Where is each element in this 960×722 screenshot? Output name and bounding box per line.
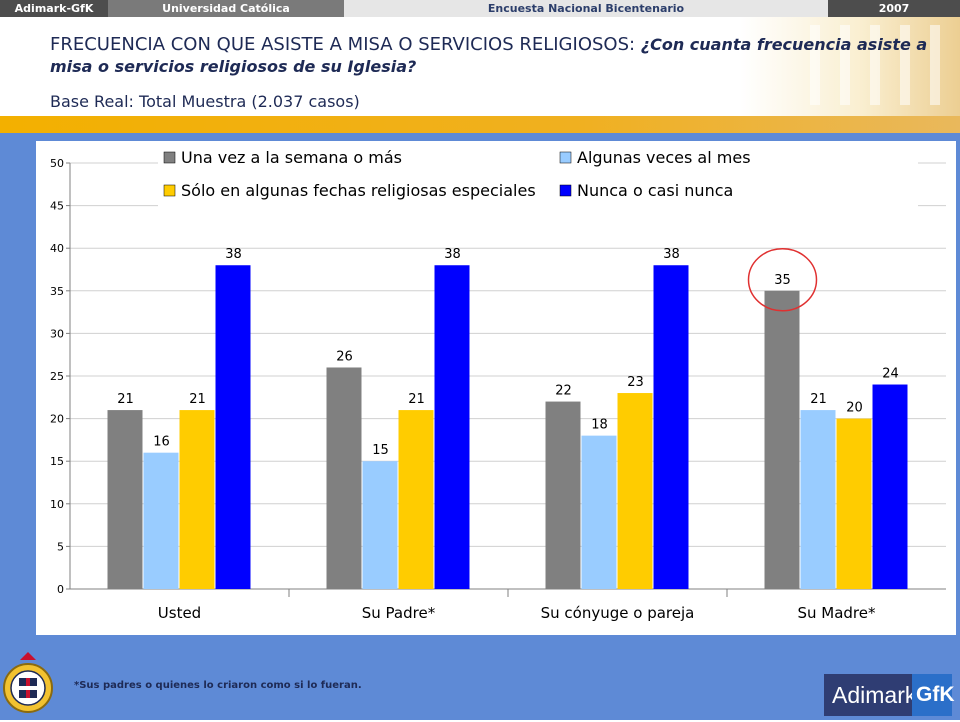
logo-gfk-text: GfK [916, 683, 955, 706]
legend-swatch [163, 184, 176, 197]
university-seal-logo [2, 650, 54, 718]
bar [215, 265, 251, 589]
category-label: Su Madre* [797, 604, 876, 622]
legend-swatch [559, 184, 572, 197]
title-question: ¿Con cuanta frecuencia asiste a misa o s… [50, 35, 928, 76]
legend-swatch [559, 151, 572, 164]
data-label: 23 [627, 375, 644, 390]
legend-label: Nunca o casi nunca [577, 181, 733, 200]
bar [764, 290, 800, 589]
title-main: FRECUENCIA CON QUE ASISTE A MISA O SERVI… [50, 34, 641, 55]
chart-panel: 0 5 10 15 20 25 30 35 40 45 50 21 16 21 38 Usted 26 15 21 3… [36, 141, 956, 635]
y-tick-label: 5 [57, 540, 64, 553]
data-label: 38 [663, 247, 680, 262]
brand-label: Adimark-GfK [0, 0, 108, 17]
y-tick-label: 25 [50, 370, 64, 383]
category-label: Usted [158, 604, 201, 622]
data-label: 26 [336, 349, 353, 364]
year-label: 2007 [828, 0, 960, 17]
bar [434, 265, 470, 589]
data-label: 21 [810, 392, 827, 407]
data-label: 21 [189, 392, 206, 407]
base-note: Base Real: Total Muestra (2.037 casos) [50, 92, 360, 111]
data-label: 18 [591, 418, 608, 433]
bar [326, 367, 362, 589]
y-tick-label: 30 [50, 327, 64, 340]
header [0, 17, 960, 116]
y-tick-label: 45 [50, 200, 64, 213]
legend-label: Algunas veces al mes [577, 148, 751, 167]
top-bar: Adimark-GfK Universidad Católica Encuest… [0, 0, 960, 17]
bar [836, 418, 872, 589]
data-label: 38 [225, 247, 242, 262]
y-tick-label: 35 [50, 285, 64, 298]
bar [653, 265, 689, 589]
data-label: 21 [408, 392, 425, 407]
bar [107, 410, 143, 589]
data-label: 24 [882, 367, 899, 382]
bar-chart: 0 5 10 15 20 25 30 35 40 45 50 21 16 21 38 Usted 26 15 21 3… [50, 145, 946, 622]
data-label: 16 [153, 435, 170, 450]
data-label: 22 [555, 384, 572, 399]
highlight-circle [747, 248, 818, 312]
y-tick-label: 0 [57, 583, 64, 596]
header-building-image [740, 17, 960, 116]
legend-background [158, 145, 918, 207]
bar [398, 410, 434, 589]
bar [545, 401, 581, 589]
legend-label: Sólo en algunas fechas religiosas especi… [181, 181, 536, 200]
category-label: Su Padre* [362, 604, 436, 622]
legend-swatch [163, 151, 176, 164]
adimark-gfk-logo: Adimark GfK [824, 674, 955, 716]
bar [581, 435, 617, 589]
orange-band [0, 116, 960, 133]
y-tick-label: 10 [50, 498, 64, 511]
data-label: 21 [117, 392, 134, 407]
bar [800, 410, 836, 589]
slide-title: FRECUENCIA CON QUE ASISTE A MISA O SERVI… [50, 34, 930, 78]
data-label: 20 [846, 401, 863, 416]
data-label: 15 [372, 443, 389, 458]
bar [362, 461, 398, 589]
bar [872, 384, 908, 589]
category-label: Su cónyuge o pareja [541, 604, 695, 622]
bar [617, 393, 653, 589]
survey-label: Encuesta Nacional Bicentenario [344, 0, 828, 17]
y-tick-label: 15 [50, 455, 64, 468]
bar [179, 410, 215, 589]
bar [143, 452, 179, 589]
data-label: 35 [774, 273, 791, 288]
logo-adimark-text: Adimark [832, 682, 917, 708]
data-label: 38 [444, 247, 461, 262]
y-tick-label: 20 [50, 413, 64, 426]
university-label: Universidad Católica [108, 0, 344, 17]
y-tick-label: 40 [50, 242, 64, 255]
legend-label: Una vez a la semana o más [181, 148, 402, 167]
footnote: *Sus padres o quienes lo criaron como si… [74, 680, 362, 691]
y-tick-label: 50 [50, 157, 64, 170]
